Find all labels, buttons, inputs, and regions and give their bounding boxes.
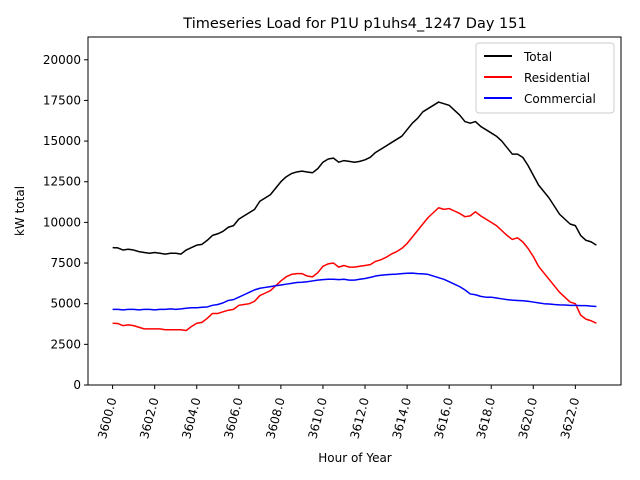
- legend-label-commercial: Commercial: [524, 92, 596, 106]
- x-axis-label: Hour of Year: [318, 451, 392, 465]
- series-layer: [112, 101, 597, 332]
- y-tick-label: 17500: [43, 93, 81, 107]
- y-tick-label: 20000: [43, 53, 81, 67]
- y-tick-label: 5000: [50, 297, 81, 311]
- y-tick-label: 10000: [43, 215, 81, 229]
- series-line-total: [112, 101, 597, 255]
- y-axis-ticks: 0 2500 5000 7500 10000 12500 15000 17500 20000: [43, 53, 88, 392]
- legend-box: [475, 42, 615, 114]
- chart-title: Timeseries Load for P1U p1uhs4_1247 Day …: [182, 16, 526, 32]
- y-tick-label: 2500: [50, 337, 81, 351]
- y-tick-label: 0: [73, 378, 81, 392]
- legend-label-residential: Residential: [524, 71, 590, 85]
- legend-label-total: Total: [523, 50, 552, 64]
- y-tick-label: 15000: [43, 134, 81, 148]
- plot-frame: [87, 36, 622, 386]
- legend: Total Residential Commercial: [475, 42, 615, 114]
- y-axis-label: kW total: [13, 186, 27, 236]
- series-line-residential: [112, 207, 597, 332]
- y-tick-label: 12500: [43, 175, 81, 189]
- y-tick-label: 7500: [50, 256, 81, 270]
- series-line-commercial: [112, 272, 597, 311]
